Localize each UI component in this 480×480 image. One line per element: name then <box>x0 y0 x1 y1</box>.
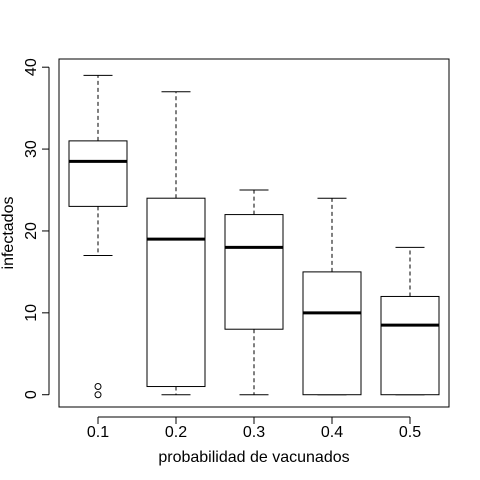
iqr-box <box>68 140 128 207</box>
y-tick-label: 30 <box>23 140 40 158</box>
outlier-point <box>94 391 102 399</box>
box-0.3 <box>224 189 284 396</box>
iqr-box <box>380 295 440 396</box>
iqr-box <box>146 197 206 388</box>
iqr-box <box>224 214 284 330</box>
plot-frame <box>58 58 450 408</box>
x-axis: 0.1 0.2 0.3 0.4 0.5 <box>87 416 421 441</box>
box-0.5 <box>380 246 440 396</box>
x-tick-label: 0.5 <box>399 424 421 441</box>
x-tick-label: 0.3 <box>243 424 265 441</box>
y-tick-label: 20 <box>23 222 40 240</box>
box-0.4 <box>302 197 362 396</box>
x-tick-label: 0.4 <box>321 424 343 441</box>
boxes-group <box>68 74 440 399</box>
x-tick-label: 0.2 <box>165 424 187 441</box>
y-tick-label: 40 <box>23 58 40 76</box>
outlier-point <box>94 383 102 391</box>
y-tick-label: 10 <box>23 304 40 322</box>
y-axis-title: infectados <box>0 197 17 270</box>
box-0.1 <box>68 74 128 399</box>
x-tick-label: 0.1 <box>87 424 109 441</box>
x-axis-title: probabilidad de vacunados <box>158 449 349 466</box>
iqr-box <box>302 271 362 396</box>
y-axis: 0 10 20 30 40 <box>23 58 50 399</box>
box-0.2 <box>146 91 206 396</box>
y-tick-label: 0 <box>23 390 40 399</box>
